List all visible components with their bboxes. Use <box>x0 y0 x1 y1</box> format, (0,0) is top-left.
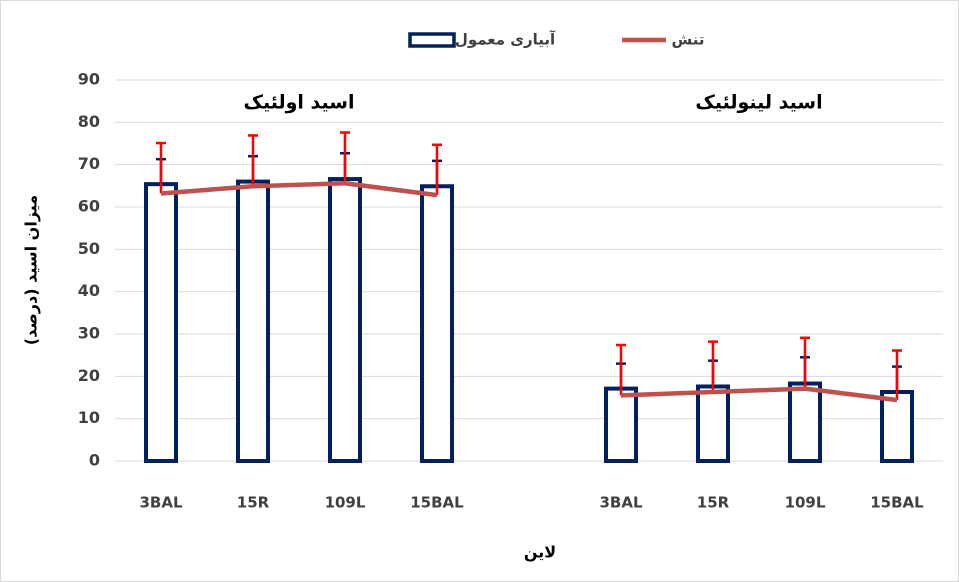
x-tick-label: 109L <box>785 494 826 512</box>
x-tick-label: 15R <box>237 494 270 512</box>
y-axis-label: میزان اسید (درصد) <box>22 195 41 345</box>
bar <box>144 182 178 463</box>
legend-label: تنش <box>672 31 705 49</box>
y-tick-label: 60 <box>78 197 100 216</box>
bar <box>880 389 914 464</box>
legend-label: آبیاری معمول <box>455 31 556 49</box>
x-tick-label: 15BAL <box>410 494 464 512</box>
bar <box>788 381 822 463</box>
y-tick-label: 50 <box>78 239 100 258</box>
error-bar <box>800 336 810 389</box>
y-tick-label: 70 <box>78 154 100 173</box>
bar <box>604 386 638 463</box>
error-bar <box>708 340 718 392</box>
bar <box>236 179 270 463</box>
x-tick-label: 15R <box>697 494 730 512</box>
y-tick-label: 90 <box>78 70 100 89</box>
y-tick-label: 80 <box>78 112 100 131</box>
y-tick-label: 10 <box>78 408 100 427</box>
line <box>160 181 898 403</box>
y-tick-label: 30 <box>78 324 100 343</box>
error-bar <box>892 349 902 401</box>
x-tick-label: 15BAL <box>870 494 924 512</box>
x-tick-label: 3BAL <box>599 494 642 512</box>
legend-swatch <box>408 32 456 48</box>
y-tick-label: 20 <box>78 366 100 385</box>
error-bar <box>616 343 626 396</box>
error-bar <box>156 141 166 194</box>
y-tick-label: 0 <box>89 451 100 470</box>
error-bar <box>248 134 258 187</box>
bar <box>696 384 730 464</box>
y-tick-label: 40 <box>78 281 100 300</box>
annotation: اسید لینولئیک <box>695 92 822 114</box>
x-tick-label: 3BAL <box>139 494 182 512</box>
bar <box>420 184 454 464</box>
bar <box>328 177 362 463</box>
x-tick-label: 109L <box>325 494 366 512</box>
annotation: اسید اولئیک <box>244 92 355 114</box>
error-bar <box>432 143 442 196</box>
x-axis-label: لاین <box>524 543 556 562</box>
error-bar <box>340 131 350 184</box>
